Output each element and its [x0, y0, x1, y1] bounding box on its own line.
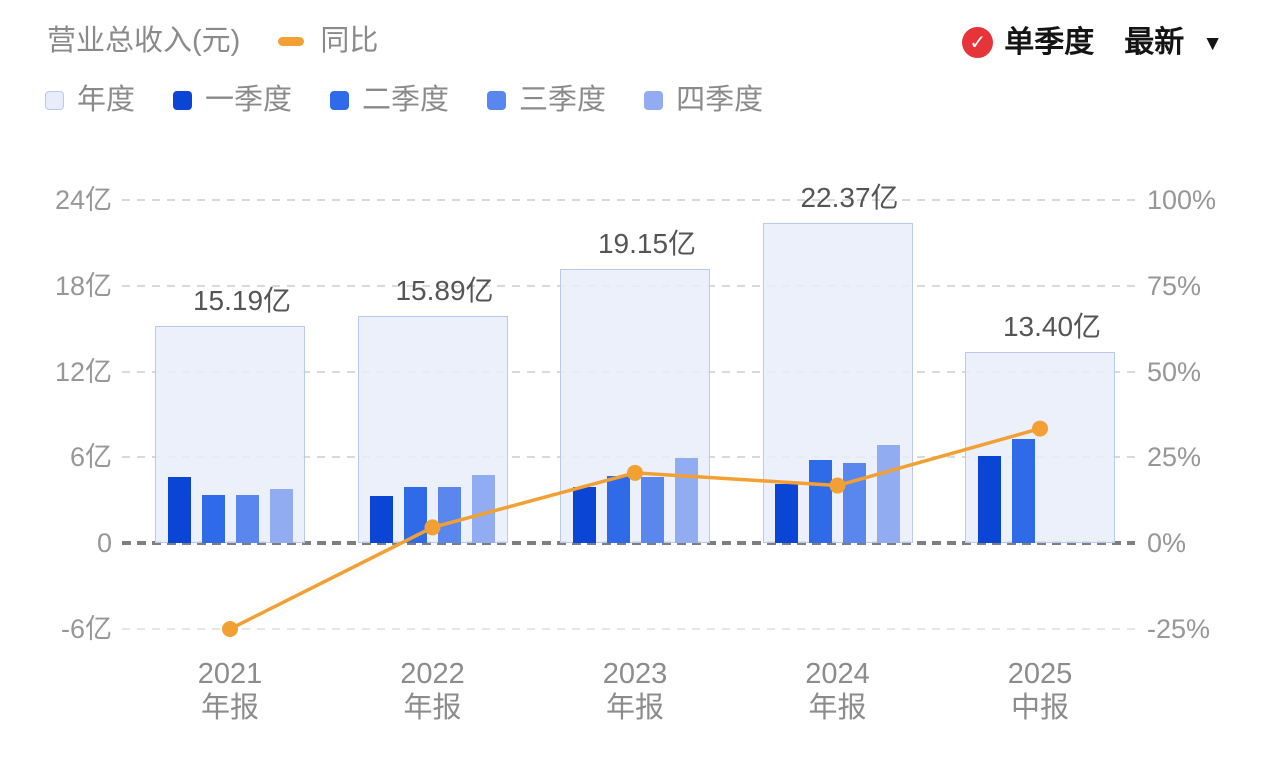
latest-label: 最新: [1124, 25, 1185, 59]
x-axis-report: 年报: [200, 692, 260, 724]
annual-swatch-icon: [45, 91, 64, 110]
yoy-line-legend-icon: [278, 37, 305, 46]
legend-label-q3: 三季度: [519, 84, 607, 116]
q3-bar-2022: [438, 487, 461, 544]
x-axis-report: 年报: [605, 692, 665, 724]
checkmark-icon: ✓: [962, 27, 994, 58]
yoy-point-2022: [424, 519, 441, 536]
y-axis-label-right-50%: 50%: [1147, 356, 1202, 387]
q1-swatch-icon: [173, 91, 193, 110]
x-axis-report: 年报: [403, 692, 462, 724]
q1-bar-2025: [977, 455, 1001, 544]
legend-label-q4: 四季度: [676, 84, 764, 116]
q1-bar-2022: [370, 496, 393, 544]
yoy-line: [228, 426, 1042, 631]
q3-bar-2023: [640, 477, 664, 544]
bar-value-label-2025: 13.40亿: [1002, 310, 1102, 342]
dropdown-arrow-icon: ▼: [1202, 32, 1223, 55]
y-axis-label-left-0: 0: [96, 528, 112, 559]
series-legend: 年度 一季度 二季度 三季度 四季度: [45, 86, 763, 115]
legend-item-q1: 一季度: [173, 86, 292, 115]
legend-label-q1: 一季度: [205, 84, 293, 116]
bar-value-label-2021: 15.19亿: [192, 284, 292, 316]
q4-bar-2021: [269, 488, 293, 544]
legend-item-q4: 四季度: [644, 86, 763, 115]
y-axis-label-right-0%: 0%: [1147, 528, 1187, 559]
legend-item-annual: 年度: [45, 86, 135, 115]
q3-swatch-icon: [487, 91, 507, 110]
yoy-point-2024: [829, 477, 846, 494]
x-axis-year: 2024: [805, 658, 870, 690]
single-quarter-label: 单季度: [1004, 25, 1095, 59]
yoy-point-2021: [222, 621, 238, 637]
y-axis-label-right-100%: 100%: [1147, 185, 1217, 215]
yoy-point-2023: [627, 464, 643, 481]
yoy-legend-label: 同比: [320, 25, 379, 57]
y-axis-label-left-24亿: 24亿: [54, 185, 112, 215]
x-axis-year: 2025: [1007, 658, 1073, 690]
gridline-24亿: [122, 199, 1135, 201]
legend-label-q2: 二季度: [362, 84, 450, 116]
x-axis-label-2022: 2022 年报: [400, 657, 465, 725]
q2-bar-2025: [1011, 438, 1035, 544]
q1-bar-2023: [572, 487, 596, 544]
q1-bar-2024: [775, 483, 798, 544]
q3-bar-2021: [235, 494, 259, 544]
bar-value-label-2023: 19.15亿: [597, 228, 697, 260]
y-axis-label-right-75%: 75%: [1147, 270, 1202, 301]
y-axis-label-left-18亿: 18亿: [54, 270, 112, 301]
legend-label-annual: 年度: [77, 84, 136, 116]
single-quarter-toggle[interactable]: ✓ 单季度: [962, 27, 1094, 58]
yoy-point-2025: [1032, 420, 1048, 437]
q2-bar-2021: [201, 494, 225, 544]
y-axis-label-right--25%: -25%: [1147, 614, 1211, 644]
gridline--6亿: [122, 628, 1135, 630]
latest-dropdown[interactable]: 最新 ▼: [1124, 25, 1223, 59]
q2-bar-2022: [404, 487, 427, 544]
x-axis-label-2021: 2021 年报: [198, 657, 263, 725]
q4-bar-2023: [674, 458, 698, 544]
chart-controls: ✓ 单季度 最新 ▼: [962, 27, 1223, 58]
x-axis-label-2025: 2025 中报: [1008, 657, 1073, 725]
x-axis-year: 2022: [400, 658, 465, 690]
q2-bar-2024: [809, 460, 832, 544]
x-axis-label-2023: 2023 年报: [603, 657, 668, 725]
y-axis-label-left-6亿: 6亿: [69, 442, 112, 473]
chart-title: 营业总收入(元): [47, 25, 241, 57]
y-axis-label-left--6亿: -6亿: [60, 614, 112, 644]
chart-header: 营业总收入(元) 同比: [47, 27, 378, 56]
legend-item-q2: 二季度: [330, 86, 449, 115]
q2-bar-2023: [606, 475, 630, 544]
bar-value-label-2022: 15.89亿: [395, 274, 494, 306]
q2-swatch-icon: [330, 91, 350, 110]
legend-item-q3: 三季度: [487, 86, 606, 115]
gridline-0: [122, 541, 1135, 546]
x-axis-year: 2021: [197, 658, 263, 690]
x-axis-report: 中报: [1010, 692, 1070, 724]
q4-bar-2022: [472, 474, 495, 544]
bar-value-label-2024: 22.37亿: [800, 182, 899, 214]
q1-bar-2021: [167, 477, 191, 544]
y-axis-label-left-12亿: 12亿: [54, 356, 112, 387]
x-axis-year: 2023: [602, 658, 668, 690]
x-axis-report: 年报: [808, 692, 867, 724]
x-axis-label-2024: 2024 年报: [805, 657, 870, 725]
q4-swatch-icon: [644, 91, 664, 110]
y-axis-label-right-25%: 25%: [1147, 442, 1202, 473]
